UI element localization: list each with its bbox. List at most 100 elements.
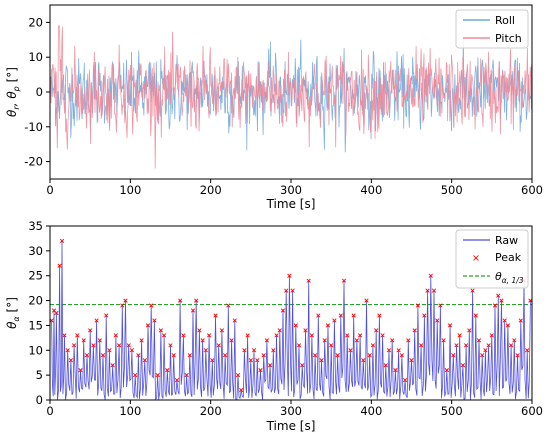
peak-marker-stroke [454, 343, 459, 348]
peak-marker [515, 353, 520, 358]
peak-marker-stroke [235, 373, 241, 378]
peak-marker-stroke [290, 288, 295, 293]
peak-marker-stroke [113, 333, 118, 338]
peak-marker-stroke [309, 333, 315, 338]
y-tick-label: 10 [28, 50, 43, 64]
peak-marker [251, 348, 257, 353]
peak-marker-stroke [380, 333, 385, 338]
peak-marker-stroke [165, 368, 170, 373]
top-legend: Roll Pitch [455, 9, 529, 49]
peak-marker [171, 353, 176, 358]
peak-marker-stroke [374, 328, 379, 333]
peak-marker-stroke [206, 333, 212, 338]
peak-marker [374, 328, 379, 333]
peak-marker [354, 338, 359, 343]
peak-marker [415, 303, 421, 308]
peak-marker [261, 353, 266, 358]
peak-marker [332, 318, 337, 323]
series-line-pitch [49, 25, 533, 169]
peak-marker [300, 363, 305, 368]
peak-marker-stroke [441, 338, 446, 343]
peak-marker [161, 333, 167, 338]
peak-marker-stroke [261, 353, 266, 358]
peak-marker [200, 338, 205, 343]
peak-marker [309, 333, 315, 338]
peak-marker [341, 278, 347, 283]
peak-marker [361, 358, 366, 363]
peak-marker-stroke [480, 353, 485, 358]
legend-peak-label: Peak [495, 251, 522, 264]
peak-marker [65, 348, 70, 353]
peak-marker [235, 373, 241, 378]
peak-marker-stroke [168, 343, 173, 348]
y-tick-label: 20 [28, 294, 43, 308]
peak-marker-stroke [197, 328, 202, 333]
peak-marker [431, 288, 437, 293]
x-tick-label: 100 [119, 404, 141, 418]
peak-marker-stroke [319, 358, 324, 363]
peak-marker-stroke [194, 298, 199, 303]
peak-marker-stroke [377, 313, 382, 318]
top-y-axis-label: θr, θp [°] [5, 67, 21, 117]
peak-marker [306, 278, 311, 283]
peak-marker [473, 313, 478, 318]
peak-marker-stroke [312, 353, 318, 358]
peak-marker [402, 377, 408, 383]
peak-marker-stroke [264, 338, 270, 343]
peak-marker-stroke [332, 318, 337, 323]
peak-marker-stroke [502, 318, 507, 323]
peak-marker [54, 310, 59, 316]
bottom-legend: Raw × Peak θα, 1/3 [455, 229, 529, 289]
peak-marker [425, 288, 430, 293]
peak-marker-stroke [91, 343, 96, 348]
peak-marker-stroke [512, 338, 517, 343]
peak-marker-stroke [419, 343, 424, 348]
peak-marker [216, 343, 221, 348]
peak-marker-stroke [280, 308, 286, 313]
peak-marker-stroke [129, 348, 135, 353]
peak-marker [274, 333, 279, 338]
peak-marker [62, 333, 67, 338]
peak-marker-stroke [338, 313, 343, 318]
peak-marker-stroke [239, 387, 244, 393]
peak-marker-stroke [409, 358, 414, 363]
peak-marker [419, 343, 424, 348]
peak-marker-stroke [104, 313, 109, 318]
legend-threshold-label: θα, 1/3 [495, 270, 524, 285]
peak-marker [149, 303, 154, 308]
peak-marker [120, 303, 125, 308]
peak-marker-stroke [492, 303, 498, 308]
peak-marker-stroke [110, 363, 115, 368]
peak-marker-stroke [242, 348, 247, 353]
peak-marker [325, 323, 331, 328]
peak-marker [142, 358, 147, 363]
peak-marker [393, 368, 398, 373]
peak-marker [184, 373, 189, 378]
peak-marker [242, 348, 247, 353]
bottom-y-axis-label: θα [°] [5, 297, 21, 329]
peak-marker [210, 358, 215, 363]
peak-marker [97, 338, 102, 343]
peak-marker-stroke [184, 373, 189, 378]
peak-marker [476, 338, 482, 343]
peak-marker-stroke [267, 363, 273, 368]
peak-marker [107, 348, 112, 353]
y-tick-label: 0 [36, 85, 43, 99]
peak-marker-stroke [390, 338, 395, 343]
peak-marker [287, 273, 292, 278]
peak-marker-stroke [361, 358, 366, 363]
x-tick-label: 300 [280, 183, 302, 197]
peak-marker [508, 343, 514, 348]
peak-marker [422, 313, 427, 318]
peak-marker [409, 358, 414, 363]
peak-marker [486, 343, 491, 348]
peak-marker [467, 328, 472, 333]
peak-marker [88, 328, 93, 333]
peak-marker-stroke [496, 293, 501, 298]
peak-marker [75, 333, 80, 338]
peak-marker [158, 328, 163, 333]
peak-marker-stroke [81, 338, 86, 343]
peak-marker-stroke [467, 328, 472, 333]
